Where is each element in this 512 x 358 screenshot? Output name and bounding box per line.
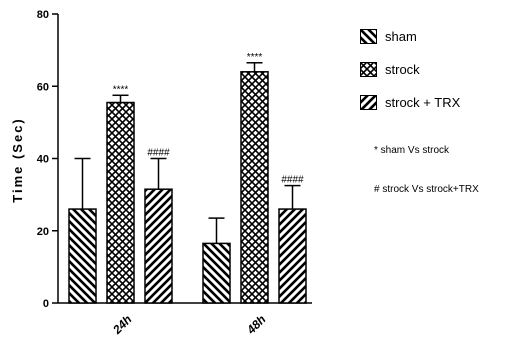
x-tick-label: 48h (243, 312, 268, 337)
bar-strock-24h (106, 101, 135, 304)
bars-group (68, 62, 307, 304)
note-strock-vs-strock-trx: # strock Vs strock+TRX (374, 184, 479, 195)
bar-sham-24h (68, 208, 97, 304)
legend-label-strock: strock (385, 61, 420, 77)
y-tick-label: 40 (37, 154, 49, 166)
bar-strock-48h (240, 71, 269, 304)
legend-item-strock-trx: strock + TRX (360, 92, 460, 112)
legend-label-sham: sham (385, 28, 417, 44)
legend-swatch-sham (360, 28, 377, 44)
significance-label: **** (247, 52, 263, 63)
legend-swatch-strock-trx (360, 94, 377, 110)
legend-item-strock: strock (360, 59, 420, 79)
y-tick-label: 80 (37, 9, 49, 21)
significance-label: #### (281, 175, 304, 186)
significance-label: **** (113, 84, 129, 95)
legend-swatch-strock (360, 61, 377, 77)
y-tick-label: 0 (43, 298, 49, 310)
legend: sham strock strock + TRX (360, 26, 510, 206)
legend-label-strock-trx: strock + TRX (385, 94, 461, 110)
y-tick-label: 60 (37, 81, 49, 93)
bar-sham-48h (202, 242, 231, 304)
note-sham-vs-strock: * sham Vs strock (374, 145, 450, 156)
axes: 0 20 40 60 80 (37, 9, 312, 310)
bar-strock-trx-24h (144, 188, 173, 304)
bar-strock-trx-48h (278, 208, 307, 304)
legend-item-sham: sham (360, 26, 417, 46)
y-tick-label: 20 (37, 226, 49, 238)
y-axis-title: Time (Sec) (10, 117, 25, 203)
significance-label: #### (147, 148, 170, 159)
x-tick-label: 24h (109, 312, 134, 337)
